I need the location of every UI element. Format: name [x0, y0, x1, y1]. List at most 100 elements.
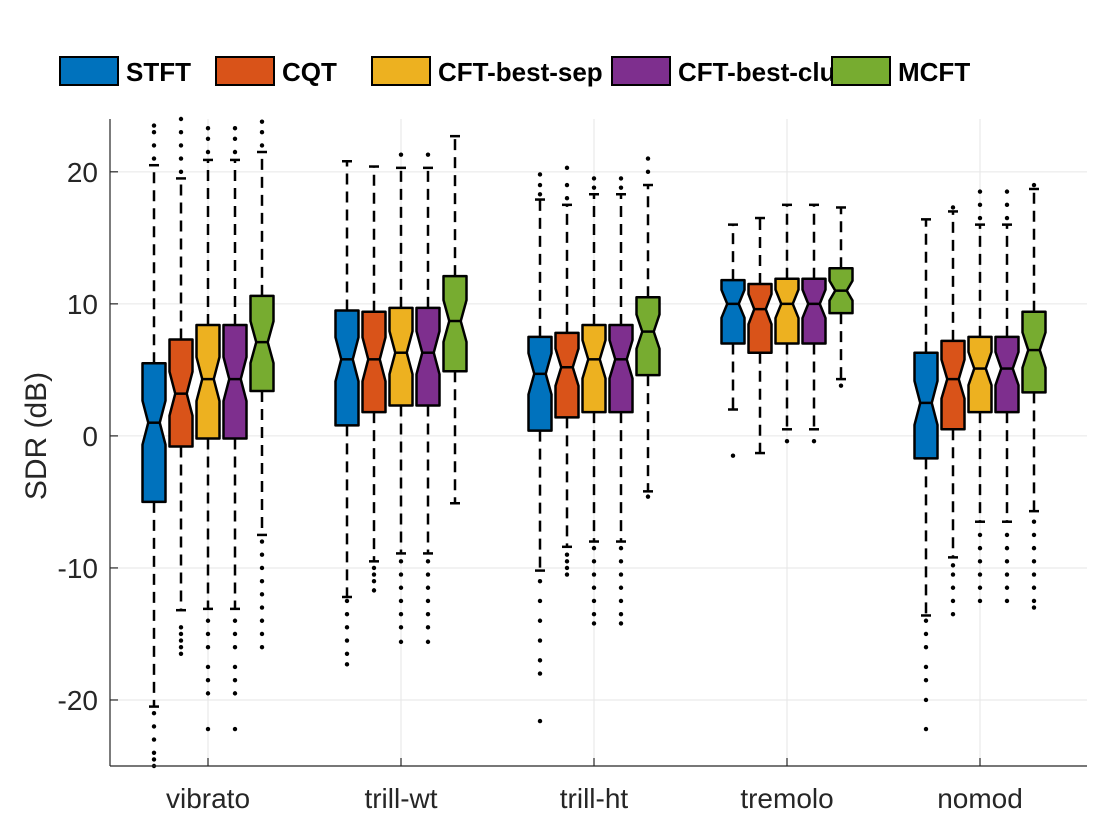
- outlier-point: [618, 611, 624, 617]
- legend-label: CFT-best-clus: [678, 57, 850, 87]
- outlier-point: [344, 651, 350, 656]
- outlier-point: [178, 631, 184, 637]
- box-cft-best-clus-trill-wt: [415, 152, 441, 645]
- outlier-point: [537, 182, 543, 188]
- outlier-point: [1004, 532, 1010, 538]
- box-body: [994, 335, 1020, 414]
- outlier-point: [950, 563, 956, 568]
- legend-label: CQT: [282, 57, 337, 87]
- box-cft-best-sep-trill-wt: [388, 152, 414, 645]
- box-body: [913, 351, 939, 460]
- outlier-point: [645, 494, 651, 499]
- outlier-point: [537, 598, 543, 604]
- outlier-point: [205, 691, 211, 696]
- outlier-point: [178, 130, 184, 135]
- outlier-point: [1031, 572, 1037, 577]
- legend-label: CFT-best-sep: [438, 57, 603, 87]
- outlier-point: [232, 136, 238, 142]
- box-body: [940, 339, 966, 431]
- outlier-point: [564, 182, 570, 188]
- legend-swatch: [215, 56, 275, 86]
- outlier-point: [344, 598, 350, 604]
- outlier-point: [151, 143, 157, 148]
- outlier-point: [232, 618, 238, 623]
- outlier-point: [923, 726, 929, 732]
- outlier-point: [591, 176, 597, 181]
- outlier-point: [178, 625, 184, 630]
- outlier-point: [259, 143, 265, 148]
- box-body: [801, 277, 827, 345]
- outlier-point: [923, 697, 929, 703]
- outlier-point: [811, 438, 817, 444]
- outlier-point: [344, 638, 350, 643]
- outlier-point: [259, 119, 265, 124]
- outlier-point: [151, 130, 157, 135]
- legend-item-cft-best-clus: CFT-best-clus: [611, 56, 850, 87]
- outlier-point: [1031, 559, 1037, 564]
- outlier-point: [618, 621, 624, 626]
- outlier-point: [564, 165, 570, 171]
- legend-item-cft-best-sep: CFT-best-sep: [371, 56, 603, 87]
- outlier-point: [232, 726, 238, 732]
- outlier-point: [645, 156, 651, 161]
- outlier-point: [730, 453, 736, 458]
- box-mcft-trill-ht: [635, 156, 661, 499]
- outlier-point: [1004, 189, 1010, 194]
- outlier-point: [398, 559, 404, 564]
- outlier-point: [1031, 545, 1037, 551]
- outlier-point: [1031, 598, 1037, 604]
- legend-swatch: [371, 56, 431, 86]
- outlier-point: [977, 545, 983, 551]
- box-stft-nomod: [913, 218, 939, 732]
- box-body: [195, 323, 221, 440]
- box-body: [388, 306, 414, 407]
- box-cft-best-sep-trill-ht: [581, 176, 607, 626]
- box-body: [222, 323, 248, 440]
- outlier-point: [205, 126, 211, 131]
- outlier-point: [1031, 605, 1037, 610]
- outlier-point: [398, 639, 404, 645]
- outlier-point: [564, 552, 570, 557]
- outlier-point: [950, 572, 956, 577]
- box-body: [608, 323, 634, 414]
- outlier-point: [645, 169, 651, 175]
- outlier-point: [232, 664, 238, 670]
- x-tick-label: trill-ht: [560, 783, 629, 814]
- series-cft-best-sep: [195, 126, 993, 732]
- outlier-point: [425, 611, 431, 617]
- outlier-point: [923, 631, 929, 637]
- outlier-point: [618, 559, 624, 564]
- outlier-point: [371, 578, 377, 584]
- outlier-point: [591, 621, 597, 626]
- outlier-point: [564, 565, 570, 571]
- outlier-point: [398, 598, 404, 604]
- outlier-point: [618, 585, 624, 590]
- outlier-point: [398, 585, 404, 590]
- series-cqt: [168, 116, 966, 656]
- outlier-point: [977, 572, 983, 577]
- outlier-point: [398, 572, 404, 577]
- outlier-point: [371, 572, 377, 577]
- outlier-point: [591, 585, 597, 590]
- outlier-point: [950, 598, 956, 604]
- outlier-point: [232, 677, 238, 683]
- box-series: [141, 116, 1047, 769]
- outlier-point: [591, 559, 597, 564]
- series-stft: [141, 123, 939, 769]
- outlier-point: [205, 726, 211, 732]
- outlier-point: [259, 552, 265, 557]
- box-mcft-vibrato: [249, 119, 275, 650]
- outlier-point: [977, 215, 983, 221]
- outlier-point: [537, 172, 543, 177]
- box-cqt-nomod: [940, 205, 966, 617]
- outlier-point: [923, 644, 929, 650]
- outlier-point: [977, 559, 983, 564]
- outlier-point: [425, 639, 431, 645]
- x-tick-label: nomod: [937, 783, 1023, 814]
- legend-label: MCFT: [898, 57, 970, 87]
- box-cft-best-sep-vibrato: [195, 126, 221, 732]
- box-cft-best-clus-trill-ht: [608, 176, 634, 626]
- outlier-point: [923, 664, 929, 670]
- outlier-point: [151, 750, 157, 755]
- outlier-point: [591, 185, 597, 190]
